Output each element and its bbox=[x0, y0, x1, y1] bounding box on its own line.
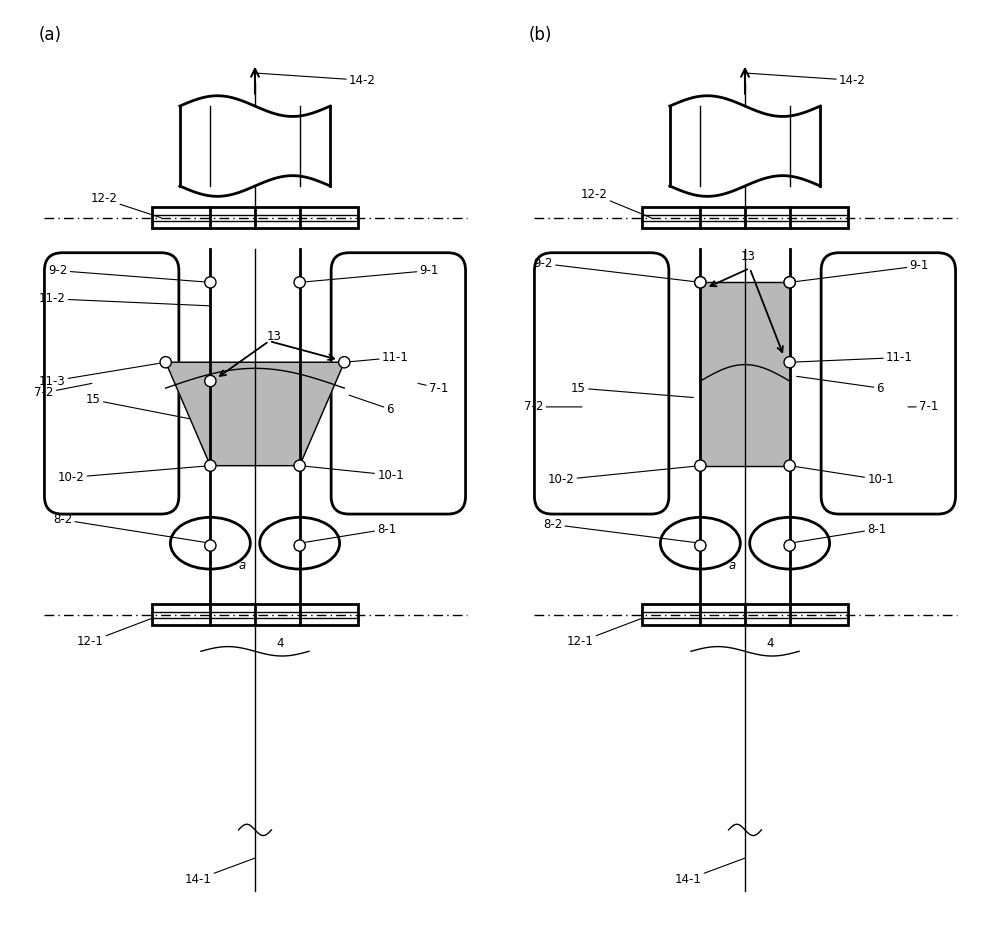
Text: 10-1: 10-1 bbox=[300, 465, 404, 481]
Circle shape bbox=[294, 277, 305, 288]
Text: 13: 13 bbox=[740, 250, 755, 263]
Circle shape bbox=[695, 277, 706, 288]
Text: 4: 4 bbox=[276, 636, 284, 650]
Bar bbox=[152, 207, 358, 228]
Circle shape bbox=[695, 460, 706, 472]
Circle shape bbox=[339, 357, 350, 368]
Text: 6: 6 bbox=[349, 395, 394, 416]
Polygon shape bbox=[166, 362, 344, 465]
Ellipse shape bbox=[660, 518, 740, 569]
Text: 7-1: 7-1 bbox=[908, 401, 938, 414]
Text: 8-1: 8-1 bbox=[790, 522, 886, 543]
Text: 12-2: 12-2 bbox=[90, 193, 161, 218]
Text: 10-2: 10-2 bbox=[548, 465, 700, 486]
Circle shape bbox=[695, 277, 706, 288]
Circle shape bbox=[294, 460, 305, 472]
Text: 12-1: 12-1 bbox=[566, 615, 651, 649]
Text: 14-1: 14-1 bbox=[184, 858, 255, 885]
Text: 12-1: 12-1 bbox=[76, 615, 161, 649]
Circle shape bbox=[294, 540, 305, 551]
Bar bbox=[642, 605, 848, 625]
FancyBboxPatch shape bbox=[331, 253, 466, 514]
Text: 14-1: 14-1 bbox=[674, 858, 745, 885]
Text: a: a bbox=[239, 559, 246, 572]
Text: 9-2: 9-2 bbox=[534, 257, 700, 283]
Text: 14-2: 14-2 bbox=[747, 73, 866, 87]
Bar bbox=[642, 207, 848, 228]
Ellipse shape bbox=[170, 518, 250, 569]
Text: 9-1: 9-1 bbox=[790, 259, 929, 283]
Text: 12-2: 12-2 bbox=[580, 188, 651, 218]
Text: 11-3: 11-3 bbox=[39, 362, 166, 388]
Circle shape bbox=[784, 277, 795, 288]
Circle shape bbox=[205, 540, 216, 551]
Ellipse shape bbox=[260, 518, 340, 569]
Bar bbox=[152, 605, 358, 625]
Text: 4: 4 bbox=[766, 636, 774, 650]
Text: 8-1: 8-1 bbox=[300, 522, 396, 543]
Text: 14-2: 14-2 bbox=[257, 73, 376, 87]
Text: 7-1: 7-1 bbox=[418, 382, 448, 395]
Ellipse shape bbox=[750, 518, 830, 569]
Circle shape bbox=[695, 540, 706, 551]
Circle shape bbox=[784, 277, 795, 288]
Text: (a): (a) bbox=[39, 26, 62, 44]
Text: 6: 6 bbox=[797, 376, 884, 395]
Text: 7-2: 7-2 bbox=[524, 401, 582, 414]
Text: 8-2: 8-2 bbox=[53, 513, 210, 543]
FancyBboxPatch shape bbox=[821, 253, 956, 514]
Text: 9-2: 9-2 bbox=[48, 264, 210, 283]
Circle shape bbox=[784, 460, 795, 472]
Polygon shape bbox=[700, 283, 790, 465]
Text: 9-1: 9-1 bbox=[300, 264, 439, 283]
Text: 15: 15 bbox=[571, 382, 693, 398]
FancyBboxPatch shape bbox=[534, 253, 669, 514]
Circle shape bbox=[205, 375, 216, 387]
FancyBboxPatch shape bbox=[44, 253, 179, 514]
Text: 11-1: 11-1 bbox=[344, 351, 409, 364]
Circle shape bbox=[160, 357, 171, 368]
Text: 13: 13 bbox=[267, 329, 282, 343]
Circle shape bbox=[784, 540, 795, 551]
Circle shape bbox=[205, 277, 216, 288]
Text: 10-1: 10-1 bbox=[790, 465, 894, 486]
Circle shape bbox=[205, 460, 216, 472]
Text: a: a bbox=[729, 559, 736, 572]
Text: 15: 15 bbox=[86, 393, 189, 418]
Text: 8-2: 8-2 bbox=[543, 518, 700, 543]
Circle shape bbox=[784, 357, 795, 368]
Text: 10-2: 10-2 bbox=[58, 465, 210, 484]
Text: 11-1: 11-1 bbox=[790, 351, 913, 364]
Text: 7-2: 7-2 bbox=[34, 384, 92, 400]
Text: 11-2: 11-2 bbox=[39, 292, 210, 306]
Text: (b): (b) bbox=[529, 26, 552, 44]
